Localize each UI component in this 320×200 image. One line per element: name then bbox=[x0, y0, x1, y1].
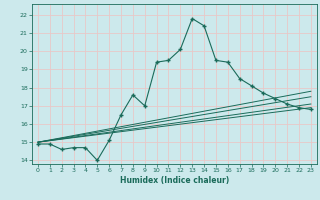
X-axis label: Humidex (Indice chaleur): Humidex (Indice chaleur) bbox=[120, 176, 229, 185]
